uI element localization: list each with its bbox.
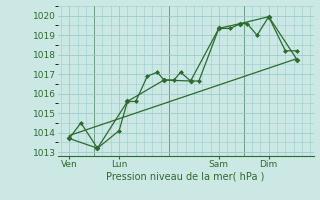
X-axis label: Pression niveau de la mer( hPa ): Pression niveau de la mer( hPa ) [107, 172, 265, 182]
